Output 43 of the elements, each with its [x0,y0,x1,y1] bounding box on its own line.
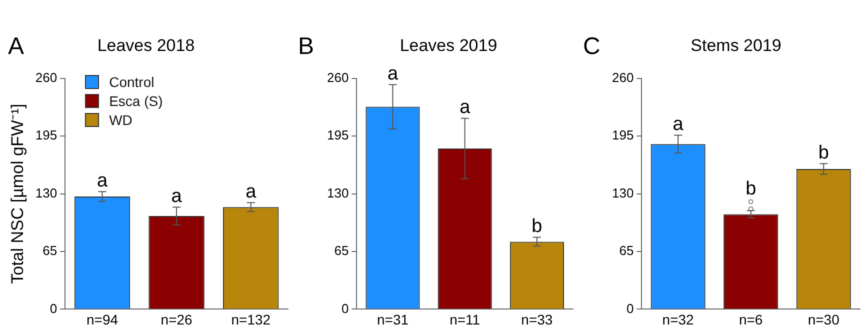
y-tick-label: 195 [35,128,58,143]
y-tick-label: 130 [612,185,634,200]
legend-label: WD [109,112,132,128]
y-tick-label: 0 [341,300,349,316]
y-tick-label: 195 [612,128,634,143]
y-tick-label: 260 [612,70,634,85]
legend-label: Control [109,74,154,90]
x-tick-label: n=11 [450,311,480,328]
annotation: a [171,186,182,207]
y-tick-label: 65 [334,243,349,258]
text: B [298,33,314,60]
y-tick-label: 130 [326,185,349,200]
text: C [583,33,600,60]
y-axis-title: Total NSC [µmol gFW⁻¹] [8,104,27,284]
annotation: a [672,114,684,135]
x-tick-label: n=33 [521,311,553,328]
y-tick-label: 65 [619,243,634,258]
x-tick-label: n=30 [808,311,840,328]
x-tick-label: n=132 [231,311,271,328]
annotation: a [387,63,398,84]
annotation: b [746,178,756,200]
x-tick-label: n=31 [376,311,409,328]
x-tick-label: n=6 [738,311,763,328]
y-tick-label: 65 [42,243,58,258]
chart-title: Leaves 2018 [97,36,195,55]
annotation: b [818,142,829,164]
y-tick-label: 260 [35,70,58,85]
chart-title: Leaves 2019 [400,36,498,55]
x-tick-label: n=32 [662,311,694,328]
chart-title: Stems 2019 [690,36,782,55]
annotation: a [96,170,108,192]
annotation: b [532,216,542,238]
y-tick-label: 260 [326,70,349,85]
y-tick-label: 130 [35,185,58,200]
y-tick-label: 0 [626,300,634,316]
text: A [8,33,24,60]
x-tick-label: n=26 [160,311,193,328]
annotation: a [246,181,257,202]
legend-label: Esca (S) [109,92,163,109]
annotation: a [460,97,471,118]
y-tick-label: 0 [50,300,58,316]
x-tick-label: n=94 [86,311,118,328]
y-tick-label: 195 [326,128,349,143]
